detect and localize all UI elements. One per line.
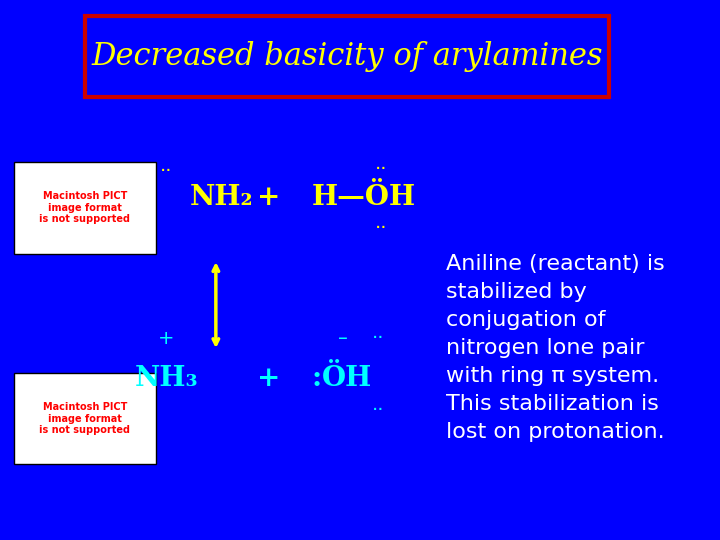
Text: NH₂: NH₂ (189, 184, 253, 211)
Text: ··: ·· (372, 401, 385, 420)
Text: +: + (158, 329, 174, 348)
Text: Decreased basicity of arylamines: Decreased basicity of arylamines (91, 41, 603, 72)
Bar (14, 373, 156, 464)
Text: Aniline (reactant) is
stabilized by
conjugation of
nitrogen lone pair
with ring : Aniline (reactant) is stabilized by conj… (446, 254, 665, 442)
Text: Macintosh PICT
image format
is not supported: Macintosh PICT image format is not suppo… (40, 402, 130, 435)
Text: ··: ·· (372, 329, 385, 348)
Text: ··: ·· (374, 219, 387, 238)
Text: :: : (312, 364, 322, 391)
Text: ··: ·· (374, 160, 387, 179)
Text: NH₃: NH₃ (135, 364, 198, 391)
Text: H—ÖH: H—ÖH (311, 184, 415, 211)
FancyBboxPatch shape (85, 16, 608, 97)
Bar (14, 162, 156, 254)
Text: +: + (257, 184, 281, 211)
Text: ÖH: ÖH (322, 364, 372, 391)
Text: +: + (257, 364, 281, 391)
Text: –: – (338, 329, 348, 348)
Text: ··: ·· (160, 162, 173, 181)
Text: Macintosh PICT
image format
is not supported: Macintosh PICT image format is not suppo… (40, 191, 130, 225)
